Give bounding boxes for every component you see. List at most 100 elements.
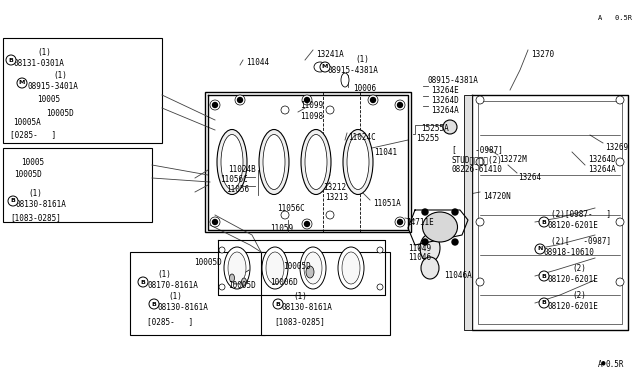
Circle shape [539,271,549,281]
Circle shape [616,158,624,166]
Circle shape [17,78,27,88]
Ellipse shape [338,247,364,289]
Text: 08131-0301A: 08131-0301A [14,59,65,68]
Text: 08226-61410: 08226-61410 [452,165,503,174]
Circle shape [476,96,484,104]
Text: 08130-8161A: 08130-8161A [158,303,209,312]
Text: 13264: 13264 [518,173,541,182]
Ellipse shape [305,135,327,189]
Ellipse shape [443,120,457,134]
Circle shape [212,103,218,108]
Ellipse shape [230,274,234,282]
Circle shape [452,209,458,215]
Text: 08915-3401A: 08915-3401A [28,82,79,91]
Text: 13264E: 13264E [431,86,459,95]
Text: 13264A: 13264A [588,165,616,174]
Text: 10005D: 10005D [228,281,256,290]
Ellipse shape [422,212,458,242]
Circle shape [616,96,624,104]
Circle shape [616,278,624,286]
Circle shape [326,106,334,114]
Text: 13212: 13212 [323,183,346,192]
Circle shape [273,299,283,309]
Text: 14711E: 14711E [406,218,434,227]
Text: 10006D: 10006D [270,278,298,287]
Circle shape [219,247,225,253]
Text: 11056: 11056 [226,185,249,194]
Circle shape [6,55,16,65]
Text: 13241A: 13241A [316,50,344,59]
Text: B: B [11,199,15,203]
Circle shape [302,95,312,105]
Text: N: N [538,247,543,251]
Ellipse shape [266,252,284,284]
Text: 10006: 10006 [353,84,376,93]
Text: B: B [8,58,13,62]
Text: 15255A: 15255A [421,124,449,133]
Ellipse shape [217,129,247,195]
Circle shape [281,211,289,219]
Ellipse shape [228,252,246,284]
Circle shape [138,277,148,287]
Text: B: B [541,219,547,224]
Text: (2)[   -0987]: (2)[ -0987] [551,237,611,246]
Ellipse shape [300,247,326,289]
Text: B: B [276,301,280,307]
Text: (1): (1) [355,55,369,64]
Ellipse shape [224,247,250,289]
Ellipse shape [301,129,331,195]
Text: B: B [152,301,156,307]
Ellipse shape [306,266,314,278]
Circle shape [397,219,403,224]
Text: 08120-6201E: 08120-6201E [548,275,599,284]
Text: [    -0987]: [ -0987] [452,145,503,154]
Circle shape [535,244,545,254]
Text: 10005D: 10005D [283,262,311,271]
Text: 11059: 11059 [270,224,293,233]
Circle shape [149,299,159,309]
Ellipse shape [347,135,369,189]
Text: 10005D: 10005D [194,258,221,267]
Circle shape [8,196,18,206]
Circle shape [281,106,289,114]
Text: 10005: 10005 [37,95,60,104]
Text: (1): (1) [168,292,182,301]
Text: 13213: 13213 [325,193,348,202]
Ellipse shape [421,257,439,279]
Circle shape [305,97,310,103]
Text: [1083-0285]: [1083-0285] [10,213,61,222]
Text: 13269: 13269 [605,143,628,152]
Circle shape [539,217,549,227]
Circle shape [326,211,334,219]
Text: (2)[0987-   ]: (2)[0987- ] [551,210,611,219]
Bar [3,38,162,143]
Text: 11056C: 11056C [220,175,248,184]
Text: 13270: 13270 [531,50,554,59]
Text: 10005: 10005 [21,158,44,167]
Text: (2): (2) [572,264,586,273]
Text: (1): (1) [28,189,42,198]
Text: 11046A: 11046A [444,271,472,280]
Text: 08120-6201E: 08120-6201E [548,302,599,311]
Text: A: A [598,360,603,369]
Ellipse shape [262,247,288,289]
Ellipse shape [241,278,246,286]
Bar [130,252,265,335]
Text: 08120-6201E: 08120-6201E [548,221,599,230]
Text: 15255: 15255 [416,134,439,143]
Circle shape [320,62,330,72]
Text: 13264D: 13264D [588,155,616,164]
Text: (1): (1) [157,270,171,279]
Text: 13264A: 13264A [431,106,459,115]
Text: B: B [541,301,547,305]
Ellipse shape [221,135,243,189]
Text: 08130-8161A: 08130-8161A [281,303,332,312]
Text: M: M [322,64,328,70]
Ellipse shape [341,73,349,87]
Circle shape [377,284,383,290]
Circle shape [305,221,310,227]
Text: 08170-8161A: 08170-8161A [147,281,198,290]
Text: [0285-   ]: [0285- ] [147,317,193,326]
Circle shape [302,219,312,229]
Text: 11051A: 11051A [373,199,401,208]
